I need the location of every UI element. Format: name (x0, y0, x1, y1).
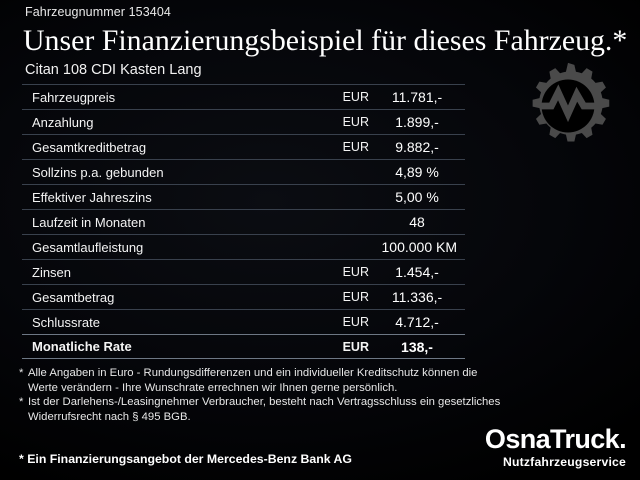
bank-offer-note: * Ein Finanzierungsangebot der Mercedes-… (19, 452, 352, 466)
table-row: Gesamtkreditbetrag EUR 9.882,- (22, 134, 465, 159)
row-label: Gesamtbetrag (32, 289, 115, 305)
row-label: Monatliche Rate (32, 339, 132, 354)
row-label: Gesamtkreditbetrag (32, 139, 147, 155)
row-label: Effektiver Jahreszins (32, 189, 152, 205)
footnote-marker: * (19, 367, 24, 379)
footnote: * Alle Angaben in Euro - Rundungsdifferen… (19, 366, 509, 395)
row-currency: EUR (342, 115, 369, 129)
footnote: * Ist der Darlehens-/Leasingnehmer Verbra… (19, 395, 509, 424)
finance-table: Fahrzeugpreis EUR 11.781,- Anzahlung EUR 1.89… (22, 84, 465, 359)
table-row: Monatliche Rate EUR 138,- (22, 334, 465, 359)
row-currency: EUR (342, 90, 369, 104)
row-value: 1.899,- (395, 114, 439, 130)
gear-pulse-icon (519, 57, 617, 155)
brand-logo: OsnaTruck. Nutzfahrzeugservice (484, 423, 627, 469)
row-value: 138,- (401, 338, 433, 355)
row-label: Zinsen (32, 264, 72, 280)
table-row: Anzahlung EUR 1.899,- (22, 109, 465, 134)
footnote-text: Alle Angaben in Euro - Rundungsdifferenz… (28, 367, 478, 394)
row-label: Laufzeit in Monaten (32, 214, 146, 230)
table-row: Schlussrate EUR 4.712,- (22, 309, 465, 334)
footnote-text: Ist der Darlehens-/Leasingnehmer Verbrau… (28, 396, 501, 423)
table-row: Fahrzeugpreis EUR 11.781,- (22, 84, 465, 109)
row-value: 5,00 % (395, 189, 439, 205)
brand-name: OsnaTruck. (484, 423, 627, 454)
row-currency: EUR (342, 265, 369, 279)
footnote-marker: * (19, 396, 24, 409)
row-value: 11.336,- (391, 289, 443, 305)
vehicle-number: Fahrzeugnummer 153404 (25, 5, 171, 19)
table-row: Gesamtbetrag EUR 11.336,- (22, 284, 465, 309)
table-row: Laufzeit in Monaten 48 (22, 209, 465, 234)
row-currency: EUR (342, 315, 369, 329)
vehicle-model: Citan 108 CDI Kasten Lang (25, 62, 202, 78)
row-currency: EUR (342, 290, 369, 304)
row-label: Schlussrate (32, 314, 100, 330)
row-value: 11.781,- (391, 89, 443, 105)
page-title: Unser Finanzierungsbeispiel für dieses F… (23, 24, 628, 57)
row-currency: EUR (342, 140, 369, 154)
row-value: 9.882,- (395, 139, 439, 155)
row-value: 100.000 KM (381, 239, 458, 255)
brand-subtitle: Nutzfahrzeugservice (502, 454, 626, 469)
row-value: 4.712,- (395, 314, 439, 330)
row-label: Anzahlung (32, 114, 94, 130)
row-value: 4,89 % (395, 164, 439, 180)
table-row: Sollzins p.a. gebunden 4,89 % (22, 159, 465, 184)
row-label: Gesamtlaufleistung (32, 239, 144, 255)
footnotes: * Alle Angaben in Euro - Rundungsdifferen… (19, 366, 509, 424)
table-row: Effektiver Jahreszins 5,00 % (22, 184, 465, 209)
row-label: Sollzins p.a. gebunden (32, 164, 164, 180)
row-value: 48 (409, 214, 425, 230)
table-row: Zinsen EUR 1.454,- (22, 259, 465, 284)
row-currency: EUR (342, 339, 369, 354)
row-label: Fahrzeugpreis (32, 89, 116, 105)
table-row: Gesamtlaufleistung 100.000 KM (22, 234, 465, 259)
row-value: 1.454,- (395, 264, 439, 280)
